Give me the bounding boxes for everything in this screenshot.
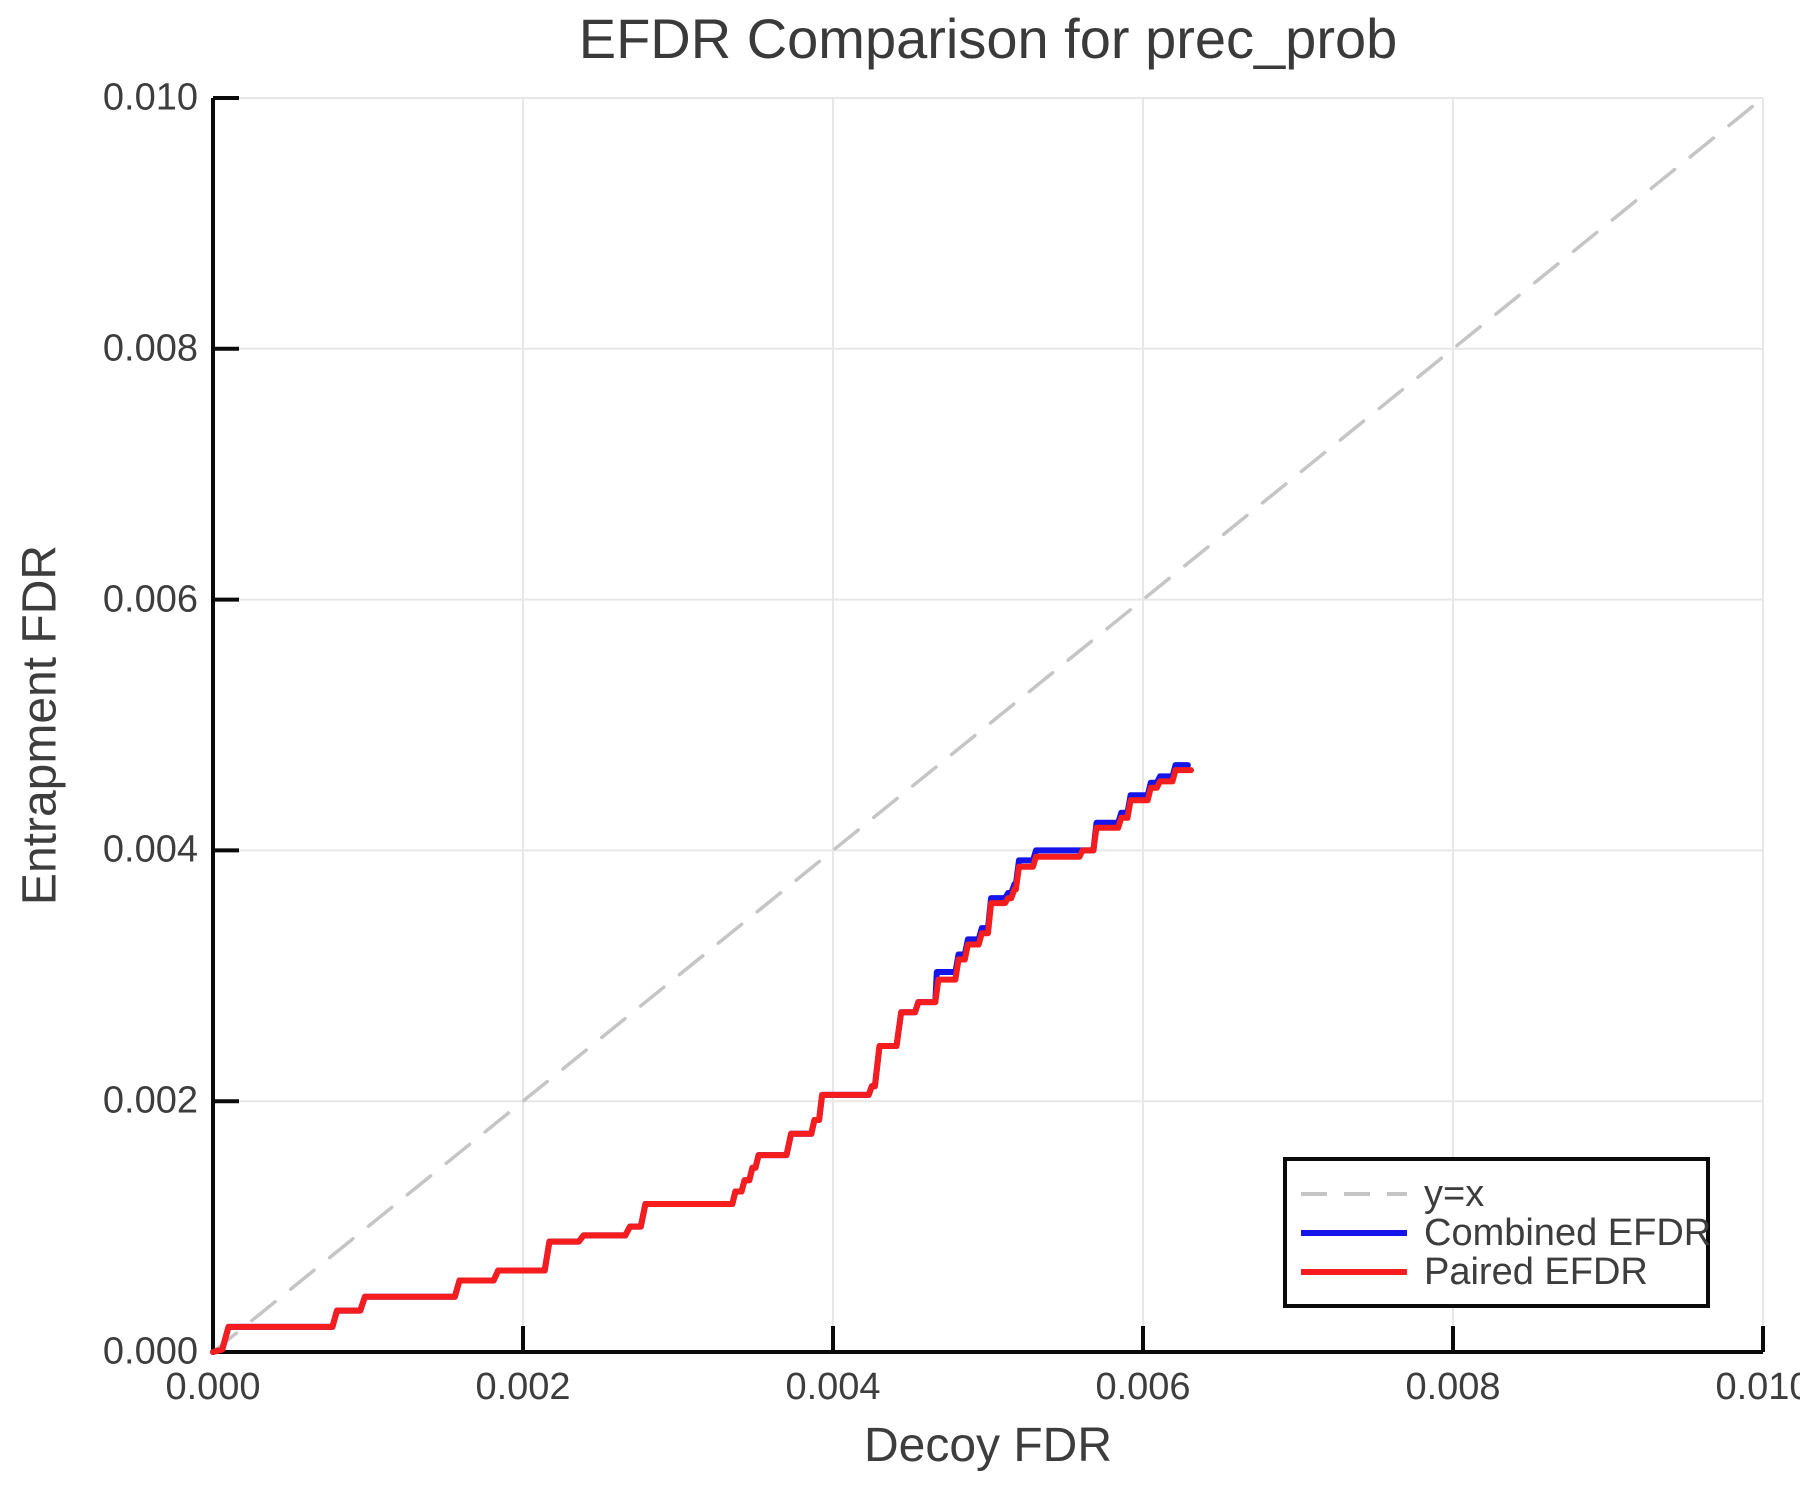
legend-row-combined: Combined EFDR bbox=[1301, 1214, 1711, 1252]
x-tick-label: 0.002 bbox=[475, 1366, 571, 1408]
series-paired-efdr bbox=[210, 767, 1194, 1355]
combined-line-sample-icon bbox=[1301, 1229, 1407, 1236]
x-tick-label: 0.008 bbox=[1405, 1366, 1501, 1408]
series-combined-efdr bbox=[210, 762, 1191, 1355]
y-tick-label: 0.002 bbox=[102, 1079, 198, 1122]
y-tick-label: 0.000 bbox=[102, 1330, 198, 1373]
y-tick-label: 0.008 bbox=[102, 327, 198, 370]
x-tick-label: 0.000 bbox=[165, 1366, 261, 1408]
x-tick-label: 0.010 bbox=[1715, 1366, 1800, 1408]
x-axis-label: Decoy FDR bbox=[863, 1419, 1113, 1472]
x-tick-label: 0.006 bbox=[1095, 1366, 1191, 1408]
x-tick-label: 0.004 bbox=[785, 1366, 881, 1408]
y-tick-label: 0.010 bbox=[102, 76, 198, 119]
identity-line-sample-icon bbox=[1301, 1191, 1407, 1196]
y-tick-label: 0.004 bbox=[102, 828, 198, 871]
y-tick-label: 0.006 bbox=[102, 578, 198, 621]
series-y-x bbox=[211, 96, 1765, 1354]
legend-row-identity: y=x bbox=[1301, 1175, 1706, 1213]
legend-label-combined: Combined EFDR bbox=[1424, 1211, 1712, 1254]
paired-line-sample-icon bbox=[1301, 1268, 1407, 1275]
legend-label-paired: Paired EFDR bbox=[1424, 1250, 1648, 1293]
legend-label-identity: y=x bbox=[1424, 1172, 1485, 1215]
page-title: EFDR Comparison for prec_prob bbox=[578, 7, 1398, 70]
legend-row-paired: Paired EFDR bbox=[1301, 1253, 1706, 1291]
legend: y=x Combined EFDR Paired EFDR bbox=[1283, 1157, 1711, 1308]
